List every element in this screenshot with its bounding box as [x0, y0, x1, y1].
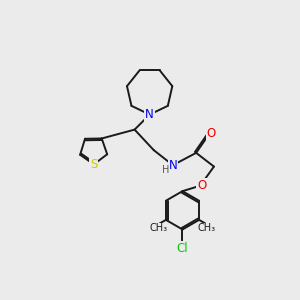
Text: O: O — [197, 179, 206, 192]
Text: Cl: Cl — [177, 242, 188, 255]
Text: N: N — [145, 108, 154, 121]
Text: N: N — [169, 159, 177, 172]
Text: CH₃: CH₃ — [149, 224, 168, 233]
Text: CH₃: CH₃ — [197, 224, 215, 233]
Text: H: H — [162, 165, 169, 175]
Text: O: O — [207, 127, 216, 140]
Text: S: S — [90, 158, 98, 171]
